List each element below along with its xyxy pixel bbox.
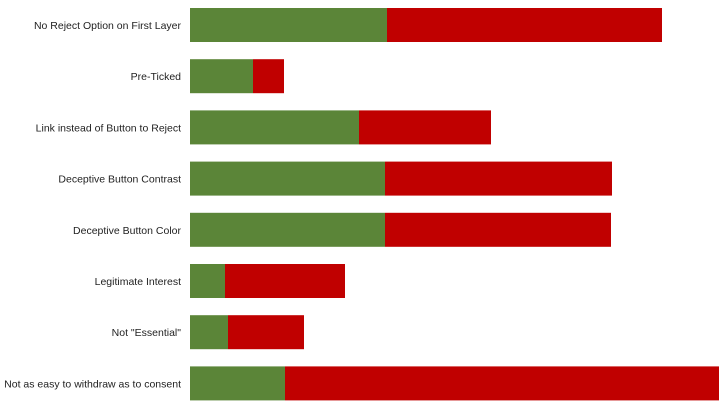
bar-segment [385,161,612,196]
bar-segment [190,8,387,42]
bar-segment [190,161,385,196]
bar-segment [385,212,611,247]
bar-segment [225,264,345,298]
bar-segment [190,315,228,350]
bar-segment [190,264,225,298]
category-label: No Reject Option on First Layer [34,20,182,32]
category-label: Pre-Ticked [131,71,182,83]
bar-segment [190,59,253,94]
category-label: Not "Essential" [112,327,182,339]
bar-segment [228,315,304,350]
category-labels: No Reject Option on First Layer Pre-Ticke… [4,20,181,390]
bar-segment [190,110,359,145]
category-label: Not as easy to withdraw as to consent [4,378,181,390]
category-label: Deceptive Button Contrast [58,174,181,186]
bars [190,8,719,401]
bar-segment [190,212,385,247]
category-label: Deceptive Button Color [73,225,181,237]
bar-segment [253,59,284,94]
bar-segment [285,366,719,401]
bar-segment [190,366,285,401]
category-label: Legitimate Interest [95,276,181,288]
bar-segment [387,8,662,42]
category-label: Link instead of Button to Reject [36,122,181,134]
bar-segment [359,110,491,145]
